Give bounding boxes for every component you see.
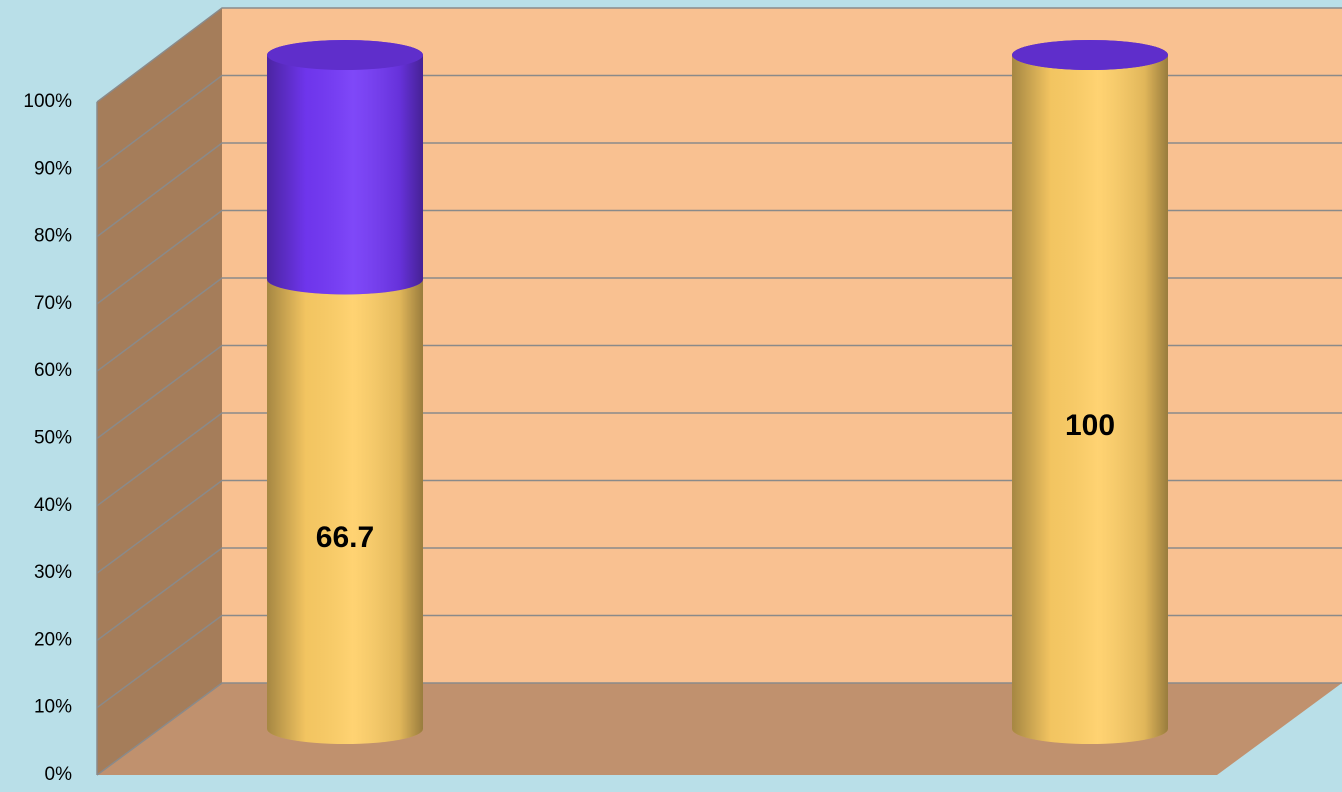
grid-line — [96, 479, 1342, 574]
grid-line — [96, 209, 1342, 305]
grid-line — [96, 682, 1342, 776]
y-tick-label: 10% — [34, 697, 72, 718]
grid-line — [96, 277, 1342, 372]
y-tick-label: 50% — [34, 428, 72, 449]
data-label: 66.7 — [316, 521, 374, 554]
cylinder-shading — [1012, 40, 1168, 744]
grid-line — [96, 74, 1342, 170]
y-tick-label: 100% — [23, 91, 72, 112]
y-tick-label: 90% — [34, 158, 72, 179]
grid-line — [96, 7, 1342, 103]
cylinder-shading — [267, 264, 423, 744]
grid-line — [96, 547, 1342, 642]
grid-line — [96, 614, 1342, 709]
y-tick-label: 60% — [34, 360, 72, 381]
y-tick-label: 80% — [34, 226, 72, 247]
y-tick-label: 40% — [34, 495, 72, 516]
grid-line — [96, 412, 1342, 507]
y-tick-label: 20% — [34, 629, 72, 650]
y-tick-label: 30% — [34, 562, 72, 583]
cylinder-top — [267, 40, 423, 70]
y-tick-label: 0% — [45, 764, 73, 785]
grid-line — [96, 344, 1342, 440]
data-label: 100 — [1065, 409, 1115, 442]
cylinder-top — [1012, 40, 1168, 70]
grid: 0% 10% 20% 30% 40% 50% 60% 70% 80% 90% 100% — [23, 7, 1342, 785]
y-tick-label: 70% — [34, 293, 72, 314]
plot: 66.7 100 — [267, 40, 1168, 744]
cylinder-shading — [267, 40, 423, 295]
grid-line — [96, 142, 1342, 238]
